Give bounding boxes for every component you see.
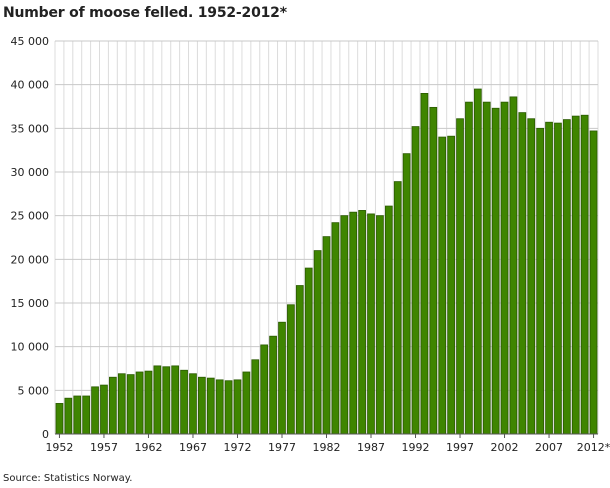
- x-tick-label: 1972: [223, 441, 251, 454]
- bar: [287, 304, 295, 435]
- x-tick-label: 1992: [402, 441, 430, 454]
- bar: [260, 344, 269, 435]
- bar: [554, 122, 562, 435]
- bar: [224, 380, 233, 435]
- bar: [233, 379, 242, 435]
- x-tick-label: 2012*: [577, 441, 610, 454]
- bar: [447, 135, 455, 435]
- bar: [91, 386, 99, 435]
- bar: [473, 88, 482, 435]
- bar: [536, 127, 544, 435]
- x-tick-label: 2002: [491, 441, 519, 454]
- bar: [215, 379, 224, 435]
- bar: [180, 369, 188, 435]
- x-tick-label: 1967: [179, 441, 207, 454]
- bar: [135, 371, 144, 435]
- y-tick-label: 10 000: [11, 341, 50, 354]
- x-tick-label: 1977: [268, 441, 296, 454]
- bar: [304, 267, 313, 435]
- y-tick-label: 35 000: [11, 122, 50, 135]
- bar: [456, 118, 464, 435]
- bar: [117, 373, 126, 435]
- bar: [349, 211, 358, 435]
- bar: [73, 395, 82, 435]
- bar: [198, 376, 206, 435]
- bar: [491, 107, 500, 435]
- x-tick-label: 1997: [446, 441, 474, 454]
- y-tick-label: 25 000: [11, 210, 50, 223]
- bar: [206, 377, 215, 435]
- bar: [126, 374, 135, 435]
- bar: [55, 403, 64, 435]
- bar: [313, 250, 322, 435]
- bar: [482, 101, 491, 435]
- bar: [429, 106, 438, 435]
- bar: [322, 236, 331, 435]
- bar: [340, 215, 349, 435]
- y-tick-label: 0: [42, 428, 49, 441]
- y-tick-label: 30 000: [11, 166, 50, 179]
- x-tick-label: 1987: [357, 441, 385, 454]
- bar: [109, 376, 117, 435]
- bar: [376, 215, 384, 435]
- bar: [384, 205, 393, 435]
- bar: [82, 395, 91, 435]
- bar: [162, 366, 171, 435]
- bar: [465, 101, 473, 435]
- bar: [367, 213, 375, 435]
- bar: [562, 119, 571, 435]
- bar: [571, 115, 580, 435]
- bar: [393, 181, 402, 435]
- x-tick-label: 1962: [134, 441, 162, 454]
- bar: [171, 365, 180, 435]
- bar: [189, 373, 197, 435]
- bar: [295, 285, 304, 435]
- x-tick-label: 2007: [535, 441, 563, 454]
- y-tick-label: 45 000: [11, 35, 50, 48]
- source-note: Source: Statistics Norway.: [3, 473, 133, 484]
- bar: [527, 118, 536, 435]
- bar: [589, 130, 598, 435]
- bar: [269, 335, 277, 435]
- bar: [242, 371, 251, 435]
- bar: [64, 397, 73, 435]
- y-tick-label: 5 000: [18, 384, 50, 397]
- bar: [153, 365, 162, 435]
- bar: [331, 222, 340, 435]
- bar: [411, 126, 420, 435]
- bar: [509, 96, 518, 435]
- bar: [278, 321, 286, 435]
- bar: [438, 136, 447, 435]
- x-tick-label: 1982: [313, 441, 341, 454]
- bar: [500, 101, 509, 435]
- y-tick-label: 40 000: [11, 79, 50, 92]
- x-tick-label: 1957: [90, 441, 118, 454]
- bar: [251, 359, 260, 435]
- bar: [545, 121, 553, 435]
- bar: [144, 370, 153, 435]
- bar: [420, 93, 429, 435]
- y-tick-label: 20 000: [11, 253, 50, 266]
- bar: [580, 114, 589, 435]
- bar: [402, 153, 411, 435]
- bar: [518, 112, 527, 435]
- y-tick-label: 15 000: [11, 297, 50, 310]
- bar: [358, 210, 366, 435]
- x-tick-label: 1952: [45, 441, 73, 454]
- bar: [100, 384, 108, 435]
- chart-title: Number of moose felled. 1952-2012*: [3, 5, 287, 21]
